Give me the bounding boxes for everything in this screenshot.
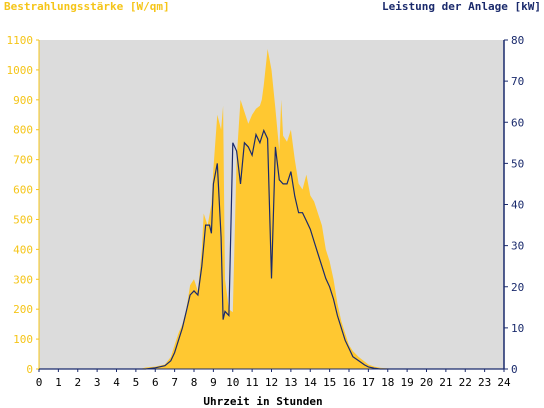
right-tick-label: 20	[511, 281, 524, 294]
left-tick-label: 1000	[7, 64, 34, 77]
left-tick-label: 0	[26, 363, 33, 376]
left-axis-ticks: 0 100 200 300 400 500 600 700 800 900 1000 1100	[7, 34, 39, 376]
x-tick-label: 19	[401, 376, 414, 389]
x-tick-label: 4	[113, 376, 120, 389]
right-tick-label: 50	[511, 157, 524, 170]
right-tick-label: 30	[511, 240, 524, 253]
left-tick-label: 500	[13, 213, 33, 226]
x-tick-label: 22	[459, 376, 472, 389]
left-tick-label: 1100	[7, 34, 34, 47]
x-tick-label: 16	[342, 376, 355, 389]
x-tick-label: 6	[152, 376, 159, 389]
x-tick-label: 3	[94, 376, 101, 389]
x-tick-label: 17	[362, 376, 375, 389]
left-tick-label: 700	[13, 154, 33, 167]
x-tick-label: 11	[246, 376, 259, 389]
left-tick-label: 100	[13, 333, 33, 346]
left-tick-label: 400	[13, 243, 33, 256]
x-tick-label: 2	[74, 376, 81, 389]
x-tick-label: 7	[171, 376, 178, 389]
x-tick-label: 0	[36, 376, 43, 389]
right-tick-label: 70	[511, 75, 524, 88]
left-tick-label: 600	[13, 184, 33, 197]
x-tick-label: 15	[323, 376, 336, 389]
x-tick-label: 13	[284, 376, 297, 389]
chart-title-right: Leistung der Anlage [kW]	[382, 0, 541, 13]
x-tick-label: 24	[497, 376, 511, 389]
left-tick-label: 900	[13, 94, 33, 107]
x-tick-label: 21	[439, 376, 452, 389]
x-tick-label: 20	[420, 376, 433, 389]
x-tick-label: 10	[226, 376, 239, 389]
chart-title-left: Bestrahlungsstärke [W/qm]	[4, 0, 170, 13]
left-tick-label: 200	[13, 303, 33, 316]
x-tick-label: 14	[304, 376, 318, 389]
right-tick-label: 10	[511, 322, 524, 335]
x-axis-label: Uhrzeit in Stunden	[203, 395, 322, 408]
right-tick-label: 60	[511, 116, 524, 129]
x-tick-label: 23	[478, 376, 491, 389]
x-tick-label: 12	[265, 376, 278, 389]
left-tick-label: 800	[13, 124, 33, 137]
x-tick-label: 8	[191, 376, 198, 389]
x-tick-label: 5	[133, 376, 140, 389]
x-tick-label: 9	[210, 376, 217, 389]
right-tick-label: 40	[511, 199, 524, 212]
right-tick-label: 0	[511, 363, 518, 376]
x-tick-label: 1	[55, 376, 62, 389]
series-power-line	[39, 128, 504, 370]
x-tick-label: 18	[381, 376, 394, 389]
left-tick-label: 300	[13, 273, 33, 286]
x-axis-ticks: 0 1 2 3 4 5 6 7 8 9 10 11 12 13 14 15 16 17 18 19 20 21 22 23 24	[36, 369, 511, 389]
series-irradiance-area	[39, 49, 504, 369]
right-tick-label: 80	[511, 34, 524, 47]
right-axis-ticks: 0 10 20 30 40 50 60 70 80	[504, 34, 524, 376]
series-layer	[39, 49, 504, 370]
